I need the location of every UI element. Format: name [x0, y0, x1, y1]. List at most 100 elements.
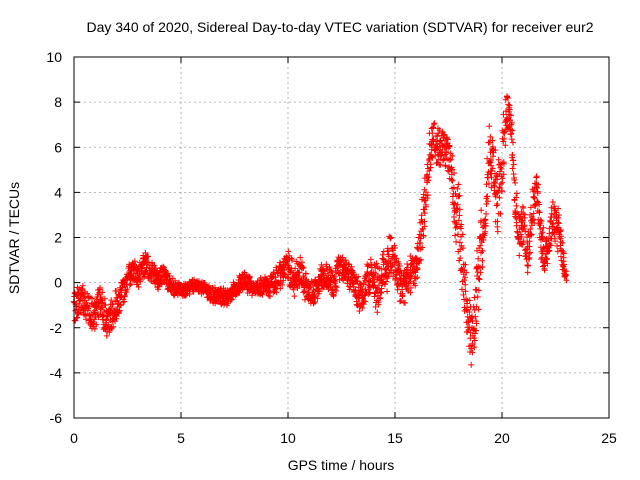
data-point: [460, 291, 467, 298]
data-point: [538, 218, 545, 225]
data-point: [554, 224, 561, 231]
data-point: [382, 271, 388, 278]
data-point: [421, 197, 428, 204]
data-point: [376, 295, 383, 302]
data-point: [382, 281, 389, 288]
data-point: [127, 280, 134, 287]
data-point: [537, 225, 544, 232]
data-point: [210, 292, 217, 299]
data-point: [536, 201, 543, 208]
data-point: [407, 284, 414, 291]
data-point: [484, 155, 491, 162]
data-point: [531, 195, 538, 202]
data-point: [475, 255, 482, 262]
data-point: [314, 295, 321, 302]
data-point: [482, 228, 489, 235]
data-point: [544, 260, 551, 267]
data-point: [466, 308, 473, 315]
data-point: [486, 123, 493, 130]
data-point: [285, 264, 292, 271]
data-point: [367, 256, 374, 263]
data-point: [296, 269, 303, 276]
data-point: [456, 206, 463, 213]
y-tick-label: 10: [46, 49, 62, 65]
data-point: [513, 202, 520, 209]
data-point: [522, 253, 529, 260]
data-point: [560, 261, 567, 268]
data-point: [485, 139, 492, 146]
data-point: [456, 212, 463, 219]
data-point: [113, 288, 120, 295]
data-point: [539, 229, 546, 236]
data-point: [420, 232, 427, 239]
data-point: [532, 203, 539, 210]
data-point: [518, 234, 525, 241]
data-point: [509, 127, 516, 134]
data-point: [314, 288, 321, 295]
data-point: [459, 231, 466, 238]
data-point: [500, 171, 507, 178]
y-tick-label: -6: [50, 410, 63, 426]
data-point: [388, 270, 395, 277]
x-tick-label: 25: [601, 430, 617, 446]
data-point: [499, 175, 506, 182]
data-point: [488, 156, 495, 163]
data-point: [428, 142, 435, 149]
data-point: [557, 227, 564, 234]
data-point: [533, 174, 540, 181]
data-point: [425, 157, 432, 164]
data-point: [108, 297, 115, 304]
data-point: [90, 318, 97, 325]
data-point: [382, 272, 389, 279]
data-point: [524, 246, 531, 253]
data-point: [502, 142, 509, 149]
data-point: [475, 287, 482, 294]
data-point: [462, 274, 469, 281]
data-point: [273, 289, 280, 296]
data-point: [451, 200, 458, 207]
data-point: [530, 210, 537, 217]
data-point: [449, 177, 456, 184]
data-point: [110, 323, 117, 330]
data-point: [477, 242, 484, 249]
data-point: [442, 148, 449, 155]
data-point: [487, 133, 494, 140]
data-point: [520, 204, 527, 211]
data-point: [525, 256, 532, 263]
data-point: [336, 276, 343, 283]
data-point: [300, 264, 307, 271]
data-point: [530, 193, 537, 200]
data-point: [345, 261, 352, 268]
data-point: [307, 283, 314, 290]
data-point: [492, 147, 499, 154]
data-point: [387, 234, 394, 241]
chart-title: Day 340 of 2020, Sidereal Day-to-day VTE…: [86, 19, 593, 35]
data-point: [478, 207, 485, 214]
data-point: [519, 241, 526, 248]
data-point: [186, 290, 193, 297]
data-point: [527, 204, 534, 211]
data-point: [474, 272, 481, 279]
data-point: [479, 248, 486, 255]
data-point: [443, 155, 450, 162]
data-point: [259, 291, 266, 298]
data-point: [534, 190, 541, 197]
data-point: [479, 264, 486, 271]
data-point: [91, 307, 98, 314]
data-point: [404, 264, 411, 271]
data-point: [421, 210, 428, 217]
data-point: [265, 292, 272, 299]
data-point: [342, 271, 349, 278]
data-point: [348, 263, 355, 270]
data-point: [373, 260, 380, 267]
data-point: [97, 294, 104, 301]
data-point: [353, 278, 360, 285]
data-point: [374, 309, 381, 316]
data-point: [471, 344, 478, 351]
data-point: [310, 286, 317, 293]
data-point: [517, 213, 524, 220]
data-point: [285, 248, 292, 255]
data-point: [372, 270, 379, 277]
data-point: [327, 267, 334, 274]
data-point: [473, 327, 480, 334]
